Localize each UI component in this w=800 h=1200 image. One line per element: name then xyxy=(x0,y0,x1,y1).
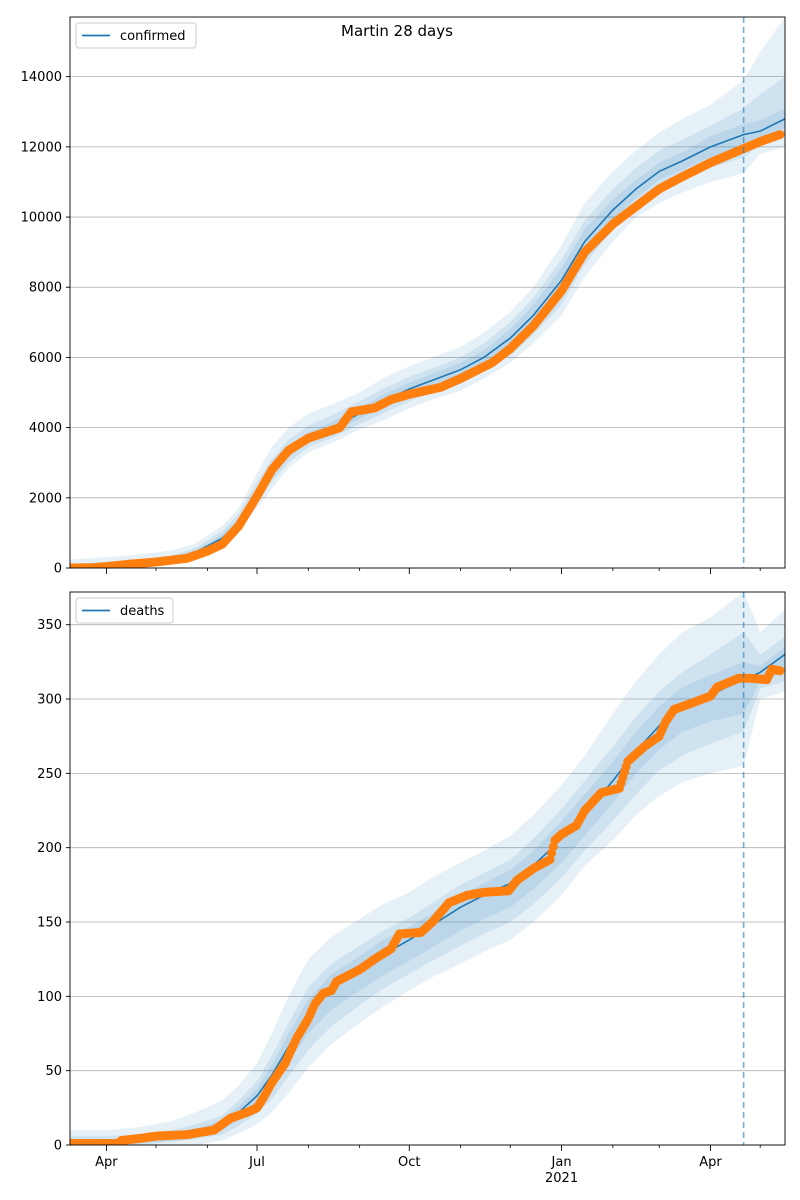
y-tick-label: 350 xyxy=(37,618,62,633)
y-tick-label: 12000 xyxy=(21,140,62,155)
observed-points xyxy=(70,664,785,1145)
y-tick-label: 100 xyxy=(37,990,62,1005)
x-tick-label: Jul xyxy=(248,1155,265,1170)
uncertainty-band-3 xyxy=(70,647,785,1145)
x-tick-label: Jan xyxy=(551,1155,572,1170)
legend-label: confirmed xyxy=(120,29,186,44)
uncertainty-band-2 xyxy=(70,632,785,1145)
y-tick-label: 250 xyxy=(37,767,62,782)
uncertainty-band-2 xyxy=(70,76,785,568)
axes-frame xyxy=(69,591,786,1146)
plot-area xyxy=(70,592,785,1145)
y-tick-label: 300 xyxy=(37,693,62,708)
x-tick-label: Oct xyxy=(398,1155,420,1170)
axes-frame xyxy=(69,16,786,569)
observed-points xyxy=(70,130,785,568)
y-tick-label: 2000 xyxy=(29,491,62,506)
legend-label: deaths xyxy=(120,604,165,619)
legend-box xyxy=(75,597,174,624)
x-tick-year-label: 2021 xyxy=(545,1171,578,1186)
y-tick-label: 14000 xyxy=(21,70,62,85)
legend-box xyxy=(75,22,197,49)
y-tick-label: 4000 xyxy=(29,421,62,436)
y-tick-label: 6000 xyxy=(29,351,62,366)
y-tick-label: 8000 xyxy=(29,281,62,296)
y-tick-label: 0 xyxy=(54,1139,62,1154)
y-tick-label: 0 xyxy=(54,562,62,577)
uncertainty-band-3 xyxy=(70,108,785,568)
x-tick-label: Apr xyxy=(699,1155,722,1170)
uncertainty-band-1 xyxy=(70,592,785,1145)
uncertainty-band-1 xyxy=(70,17,785,568)
plot-area xyxy=(70,17,785,568)
observed-point xyxy=(775,666,785,676)
chart-suptitle: Martin 28 days xyxy=(341,22,453,40)
x-tick-label: Apr xyxy=(95,1155,118,1170)
observed-point xyxy=(775,130,785,140)
y-tick-label: 50 xyxy=(45,1064,62,1079)
legend: confirmed xyxy=(75,22,197,49)
y-tick-label: 200 xyxy=(37,841,62,856)
confirmed-panel: 0 2000 4000 6000 8000 10000 12000 14000 confirme… xyxy=(21,16,786,577)
legend: deaths xyxy=(75,597,174,624)
y-tick-label: 150 xyxy=(37,916,62,931)
model-line xyxy=(70,118,785,568)
y-tick-label: 10000 xyxy=(21,211,62,226)
